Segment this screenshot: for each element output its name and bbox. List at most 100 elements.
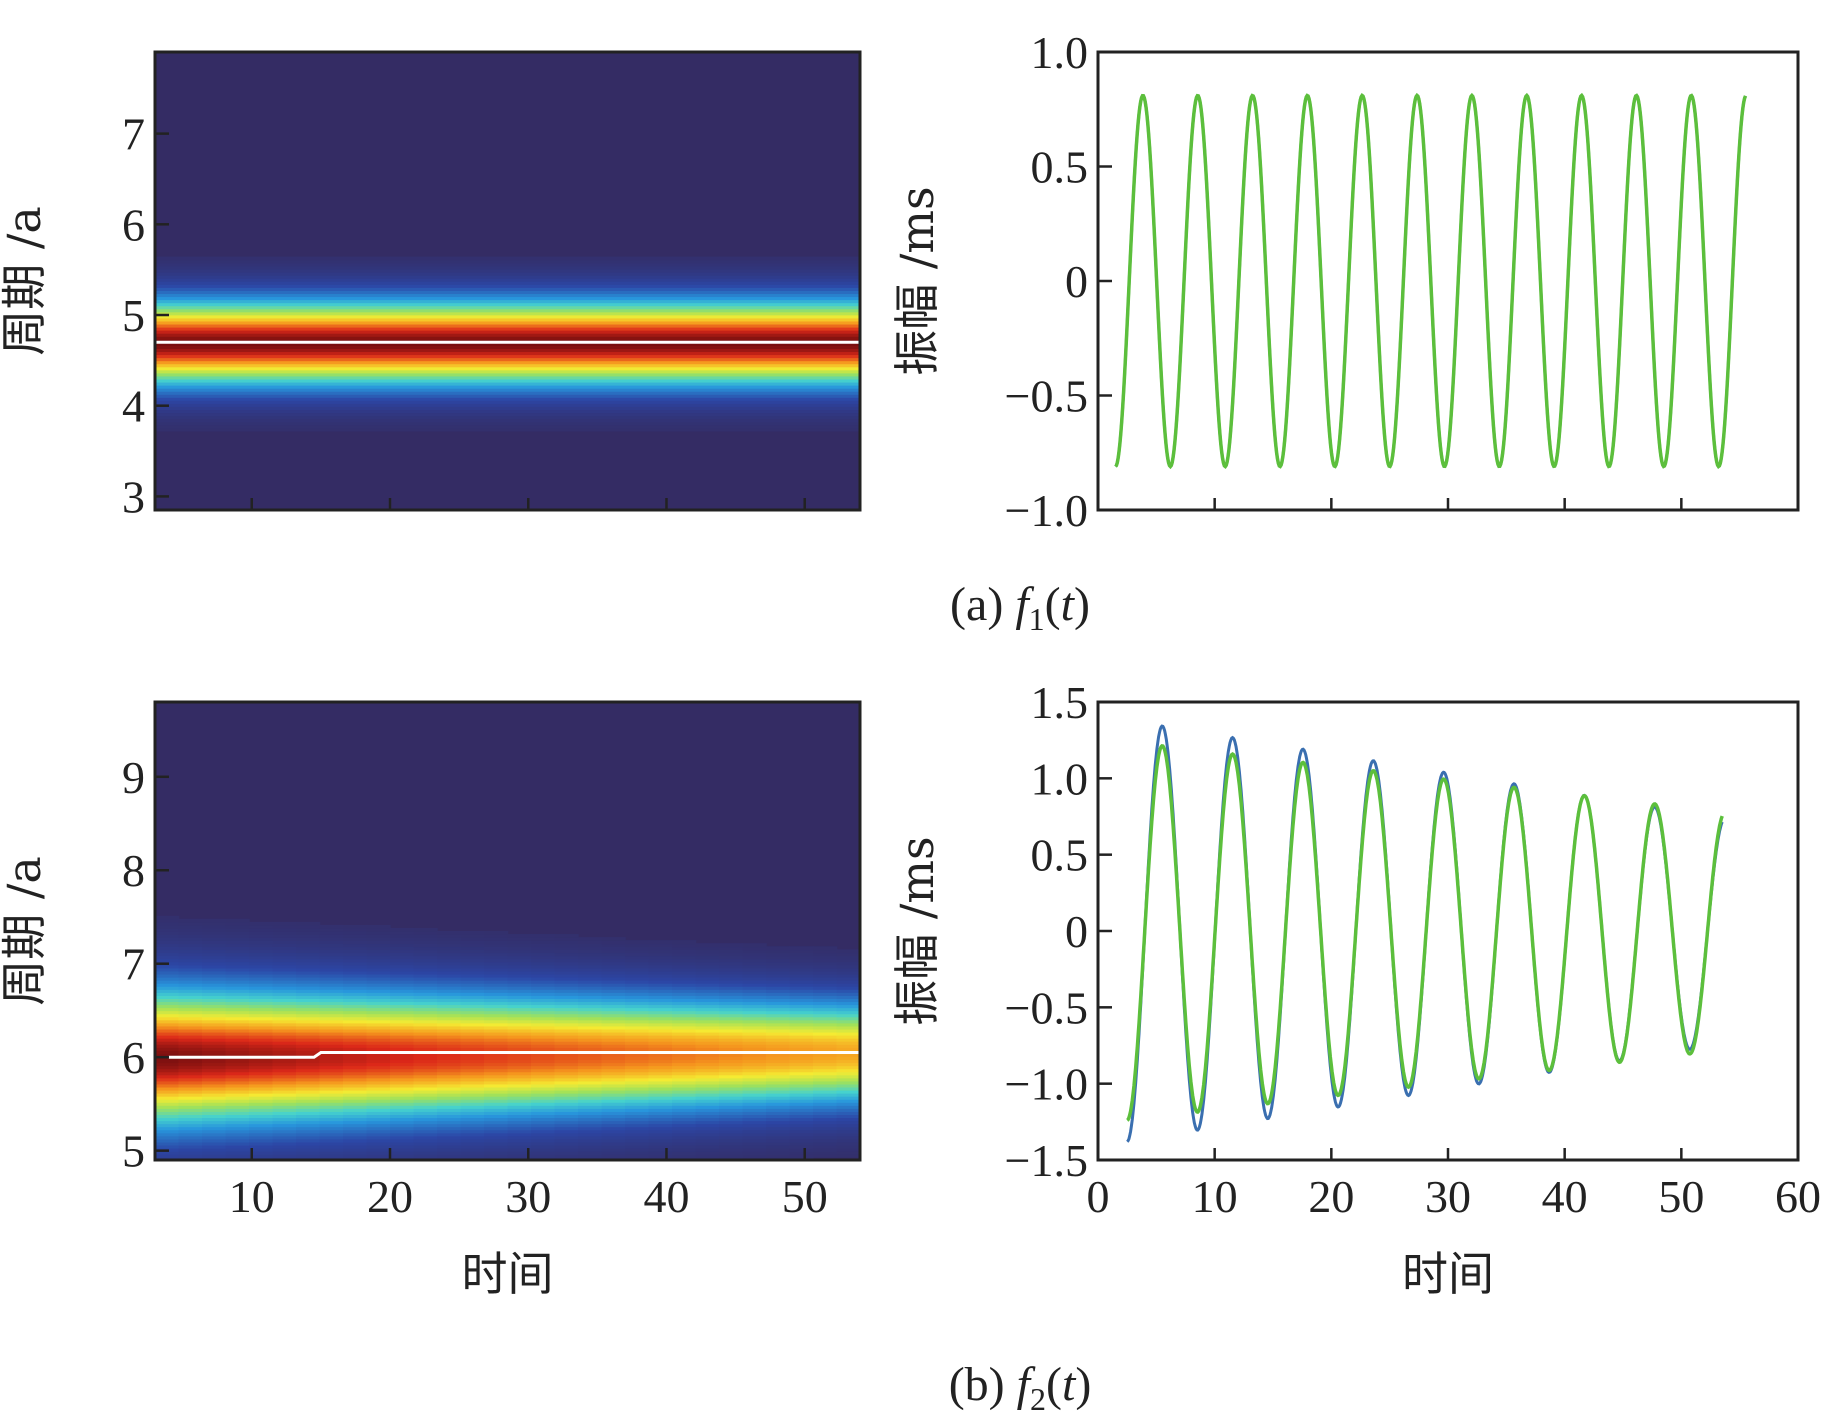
heatmap-cell [672,323,697,328]
heatmap-cell [343,992,368,996]
heatmap-cell [531,1147,556,1152]
heatmap-cell [789,1132,814,1137]
heatmap-cell [343,1108,368,1112]
heatmap-cell [789,955,814,960]
heatmap-cell [249,1111,274,1115]
heatmap-cell [249,934,274,938]
heatmap-cell [578,1147,603,1152]
heatmap-cell [366,992,391,996]
heatmap-cell [742,384,767,389]
heatmap-cell [625,1040,650,1045]
heatmap-cell [460,1059,485,1064]
heatmap-cell [202,918,227,923]
heatmap-cell [507,351,532,356]
heatmap-cell [460,998,485,1003]
heatmap-cell [296,1126,321,1131]
heatmap-cell [695,1132,720,1137]
heatmap-cell [390,314,415,319]
heatmap-cell [390,927,415,932]
heatmap-cell [578,946,603,951]
heatmap-cell [742,1013,767,1018]
heatmap-cell [437,271,462,276]
heatmap-cell [366,982,391,987]
heatmap-cell [155,406,180,411]
heatmap-cell [413,1129,438,1134]
heatmap-cell [413,357,438,362]
heatmap-cell [272,1074,297,1079]
heatmap-cell [836,406,860,411]
heatmap-cell [601,360,626,365]
heatmap-cell [155,277,180,282]
heatmap-cell [531,293,556,298]
heatmap-cell [272,1065,297,1070]
heatmap-cell [742,985,767,990]
heatmap-cell [766,976,791,981]
heatmap-cell [272,326,297,331]
heatmap-cell [296,271,321,276]
heatmap-cell [601,342,626,346]
heatmap-cell [437,979,462,984]
heatmap-cell [413,342,438,346]
heatmap-cell [719,323,744,328]
heatmap-cell [413,424,438,429]
heatmap-cell [766,387,791,392]
heatmap-cell [742,982,767,987]
heatmap-cell [343,369,368,374]
heatmap-cell [672,393,697,398]
heatmap-cell [554,387,579,392]
heatmap-cell [648,329,673,334]
heatmap-cell [766,274,791,279]
heatmap-cell [225,1062,250,1067]
heatmap-cell [578,992,603,996]
heatmap-cell [202,348,227,353]
heatmap-cell [484,1147,509,1152]
heatmap-cell [742,961,767,966]
heatmap-cell [672,421,697,426]
heatmap-cell [766,1007,791,1012]
heatmap-cell [507,1043,532,1048]
heatmap-cell [766,1068,791,1073]
heatmap-cell [719,1053,744,1057]
heatmap-cell [319,1132,344,1137]
heatmap-cell [719,955,744,960]
heatmap-cell [366,1150,391,1155]
heatmap-cell [484,1077,509,1082]
heatmap-cell [695,1056,720,1061]
heatmap-cell [507,342,532,346]
heatmap-cell [413,1034,438,1039]
heatmap-cell [343,1089,368,1094]
heatmap-cell [766,1132,791,1137]
heatmap-cell [695,265,720,270]
heatmap-cell [155,268,180,273]
heatmap-cell [249,1065,274,1070]
heatmap-cell [507,378,532,383]
heatmap-cell [225,1105,250,1109]
heatmap-cell [343,934,368,938]
heatmap-cell [789,329,814,334]
heatmap-cell [366,1034,391,1039]
heatmap-cell [742,992,767,996]
heatmap-cell [578,1150,603,1155]
heatmap-cell [789,345,814,349]
heatmap-cell [836,1132,860,1137]
heatmap-cell [625,1123,650,1128]
heatmap-cell [249,931,274,935]
heatmap-cell [554,1068,579,1073]
heatmap-cell [437,1141,462,1146]
heatmap-cell [742,1065,767,1070]
heatmap-cell [460,1013,485,1018]
heatmap-cell [437,293,462,298]
heatmap-cell [507,1105,532,1109]
heatmap-cell [531,949,556,954]
heatmap-cell [178,924,203,929]
heatmap-cell [249,384,274,389]
heatmap-cell [413,284,438,288]
heatmap-cell [437,363,462,368]
heatmap-cell [390,381,415,386]
heatmap-cell [178,1089,203,1094]
heatmap-cell [672,296,697,301]
heatmap-cell [554,268,579,273]
heatmap-cell [648,397,673,401]
heatmap-cell [578,1053,603,1057]
heatmap-cell [225,329,250,334]
